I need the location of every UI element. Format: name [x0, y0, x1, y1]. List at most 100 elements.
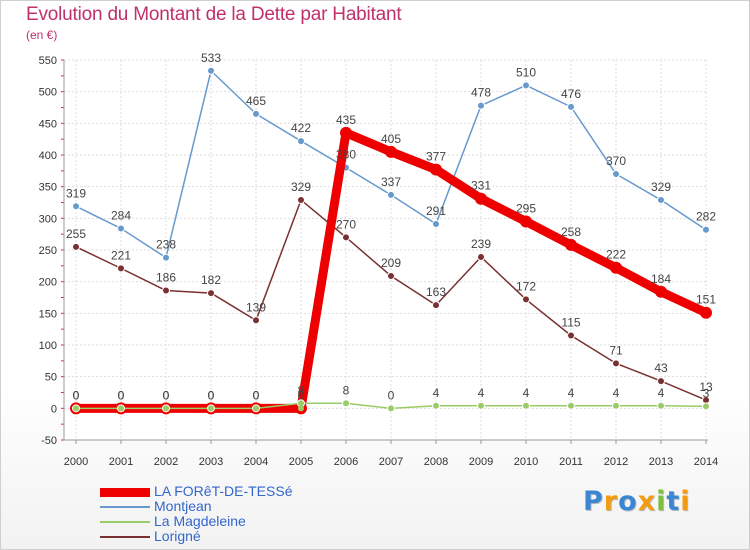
chart-title: Evolution du Montant de la Dette par Hab… [26, 4, 402, 25]
data-label: 182 [201, 273, 221, 287]
data-point [657, 377, 665, 386]
data-label: 4 [478, 386, 485, 400]
data-label: 172 [516, 279, 536, 293]
legend-item: La Magdeleine [100, 513, 360, 529]
data-label: 0 [253, 388, 260, 402]
data-label: 0 [208, 388, 215, 402]
chart-legend: LA FORêT-DE-TESSé Montjean La Magdeleine Lo… [100, 483, 360, 544]
data-point [162, 286, 170, 295]
legend-label: Montjean [154, 498, 212, 514]
data-label: 71 [609, 343, 623, 357]
legend-swatch [100, 487, 150, 497]
data-label: 3 [703, 386, 710, 400]
data-label: 163 [426, 285, 446, 299]
data-point [432, 220, 440, 229]
data-point [522, 401, 530, 410]
data-point [567, 401, 575, 410]
legend-label: La Magdeleine [154, 513, 246, 529]
data-label: 186 [156, 271, 176, 285]
data-point [340, 126, 352, 139]
data-point [612, 359, 620, 368]
data-point [297, 195, 305, 204]
data-point-inner [208, 405, 214, 412]
data-label: 510 [516, 65, 536, 79]
data-label: 258 [561, 225, 581, 239]
legend-swatch [100, 521, 150, 523]
data-label: 238 [156, 238, 176, 252]
data-label: 0 [163, 388, 170, 402]
data-point [387, 404, 395, 413]
data-point [475, 192, 487, 205]
data-label: 139 [246, 300, 266, 314]
data-point [702, 225, 710, 234]
x-tick-label: 2013 [649, 456, 673, 468]
y-tick-label: 300 [39, 213, 57, 225]
data-point-inner [298, 405, 304, 412]
data-label: 0 [73, 388, 80, 402]
x-tick-label: 2012 [604, 456, 628, 468]
data-label: 4 [658, 386, 665, 400]
legend-swatch [100, 536, 150, 538]
data-point [385, 145, 397, 158]
x-tick-label: 2005 [289, 456, 313, 468]
data-label: 0 [73, 388, 80, 402]
data-point [477, 252, 485, 261]
data-point [387, 190, 395, 199]
y-tick-label: -50 [41, 435, 57, 447]
data-label: 13 [699, 380, 713, 394]
chart-subtitle: (en €) [26, 28, 58, 42]
logo-letter: P [583, 486, 604, 517]
data-label: 270 [336, 217, 356, 231]
logo-letter: r [603, 486, 619, 517]
data-point [567, 331, 575, 340]
legend-swatch [100, 506, 150, 508]
legend-item: Lorigné [100, 528, 360, 544]
data-label: 331 [471, 179, 491, 193]
data-point [657, 195, 665, 204]
data-label: 0 [118, 388, 125, 402]
y-tick-label: 550 [39, 55, 57, 67]
x-tick-label: 2004 [244, 456, 268, 468]
legend-label: LA FORêT-DE-TESSé [154, 483, 293, 499]
data-point [432, 301, 440, 310]
data-point [162, 253, 170, 262]
data-point [342, 399, 350, 408]
y-tick-label: 350 [39, 182, 57, 194]
data-label: 377 [426, 150, 446, 164]
data-point [252, 316, 260, 325]
y-tick-label: 100 [39, 340, 57, 352]
data-point-inner [118, 405, 124, 412]
data-label: 0 [208, 388, 215, 402]
data-label: 329 [651, 180, 671, 194]
data-label: 533 [201, 51, 221, 65]
data-label: 319 [66, 186, 86, 200]
data-point [522, 81, 530, 90]
x-tick-label: 2001 [109, 456, 133, 468]
legend-item: LA FORêT-DE-TESSé [100, 483, 360, 499]
logo-letter: x [637, 486, 657, 517]
data-point [520, 215, 532, 228]
y-tick-label: 50 [45, 372, 57, 384]
data-point [342, 233, 350, 242]
logo-letter: i [656, 486, 667, 517]
data-point [72, 202, 80, 211]
data-label: 405 [381, 132, 401, 146]
data-label: 4 [568, 386, 575, 400]
data-point [117, 224, 125, 233]
logo-letter: i [680, 486, 691, 517]
data-point [477, 101, 485, 110]
data-label: 8 [343, 383, 350, 397]
data-label: 282 [696, 210, 716, 224]
data-label: 0 [118, 388, 125, 402]
data-label: 209 [381, 256, 401, 270]
data-point [700, 306, 712, 319]
data-label: 337 [381, 175, 401, 189]
data-point-inner [163, 405, 169, 412]
x-tick-label: 2000 [64, 456, 88, 468]
data-point [430, 163, 442, 176]
logo-letter: t [666, 486, 681, 517]
data-label: 465 [246, 94, 266, 108]
x-tick-label: 2008 [424, 456, 448, 468]
data-label: 0 [388, 388, 395, 402]
